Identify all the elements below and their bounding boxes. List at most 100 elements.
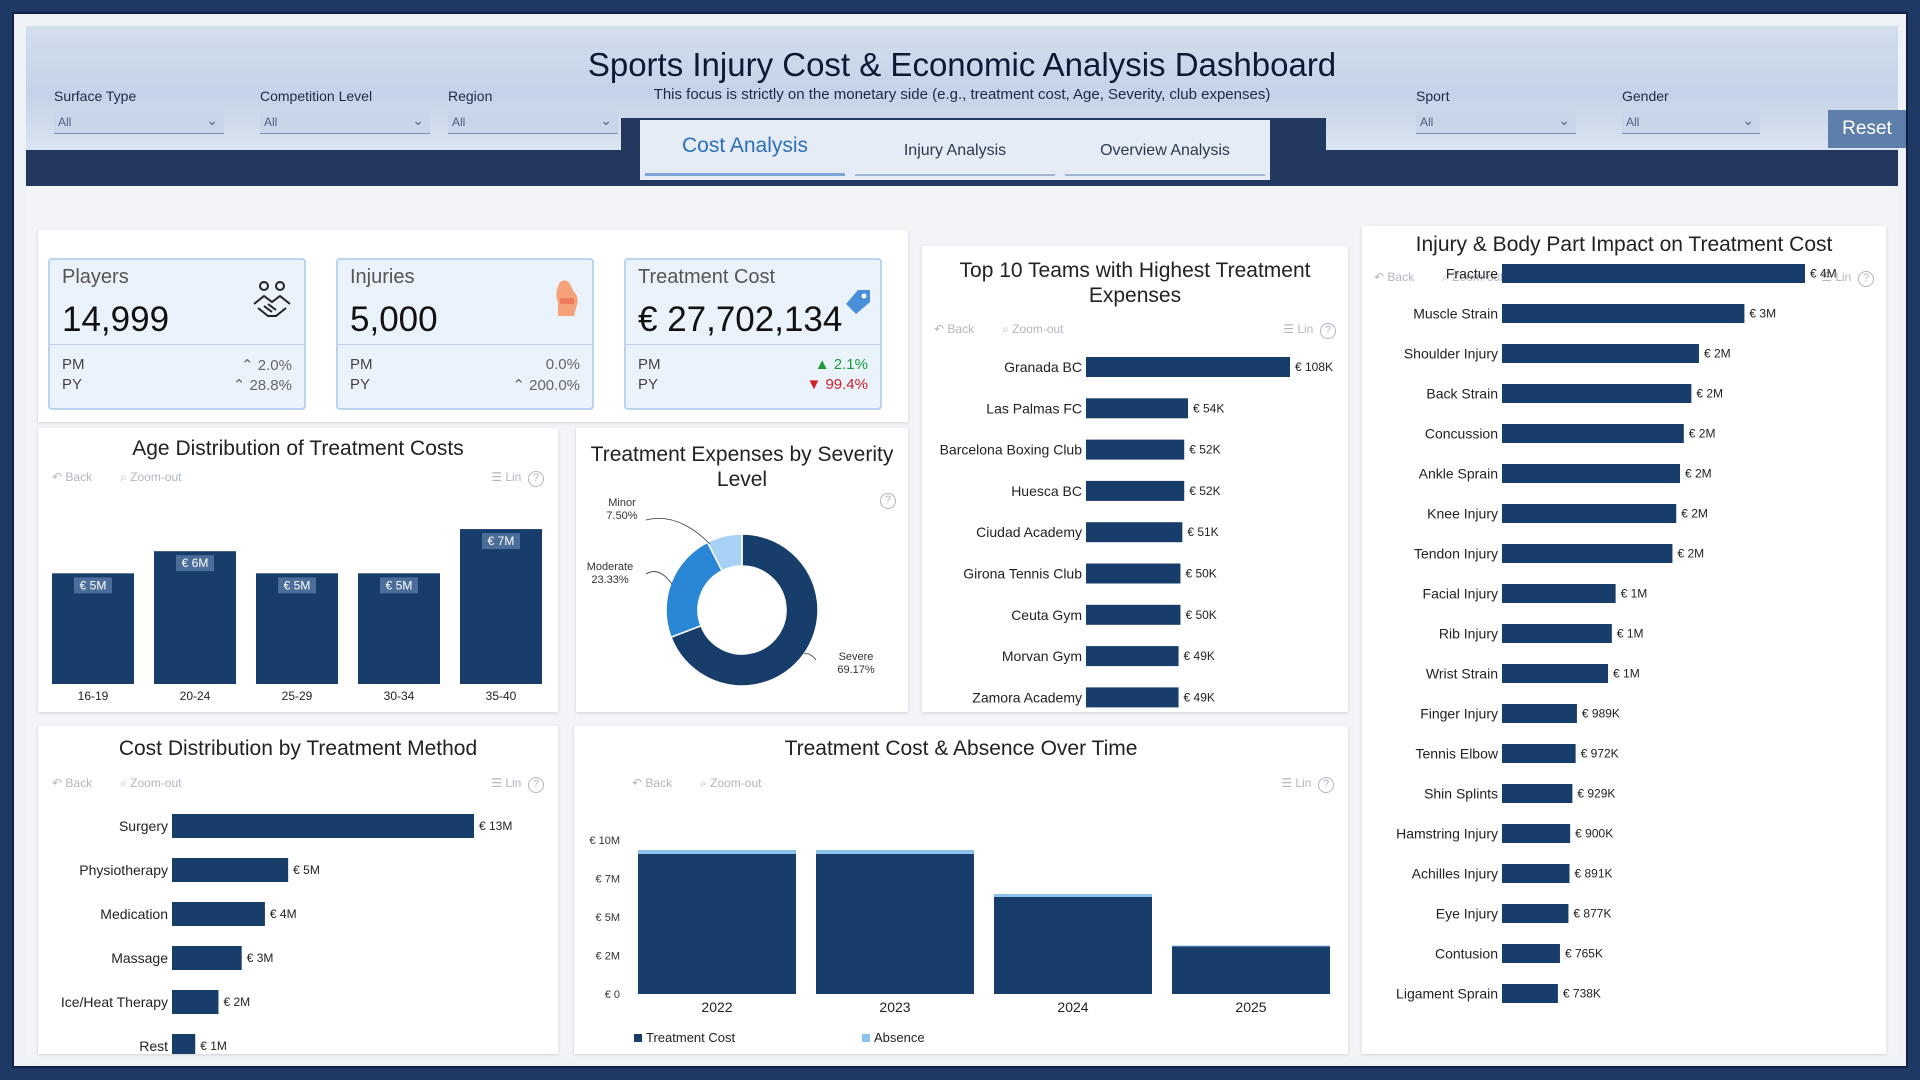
age-bar-label: € 7M bbox=[488, 534, 515, 548]
filter-select-sport[interactable]: All ⌄ bbox=[1416, 110, 1576, 134]
severity-label-category: Severe bbox=[839, 651, 874, 663]
body-part-bar bbox=[1502, 624, 1612, 643]
team-category-label: Ciudad Academy bbox=[976, 524, 1082, 540]
help-icon[interactable]: ? bbox=[1858, 271, 1874, 287]
body-part-value-label: € 2M bbox=[1696, 387, 1723, 401]
over-time-x-tick: 2023 bbox=[879, 999, 910, 1015]
body-part-bar bbox=[1502, 264, 1805, 283]
method-value-label: € 1M bbox=[200, 1039, 227, 1053]
method-bar bbox=[172, 946, 242, 970]
body-part-bar bbox=[1502, 824, 1571, 843]
tab-cost-analysis[interactable]: Cost Analysis bbox=[645, 120, 845, 176]
kpi-pm-row: PM ▲ 2.1% bbox=[638, 356, 868, 373]
severity-leader-line bbox=[803, 653, 817, 661]
team-category-label: Barcelona Boxing Club bbox=[940, 442, 1083, 458]
chevron-down-icon: ⌄ bbox=[412, 112, 424, 128]
team-bar bbox=[1086, 646, 1179, 667]
team-bar bbox=[1086, 357, 1290, 377]
kpi-py-value: ⌃ 28.8% bbox=[233, 376, 292, 394]
age-chart-svg: € 5M 16-19 € 6M 20-24 € 5M 25-29 € 5M 30-34 € 7M… bbox=[52, 529, 542, 703]
body-part-category-label: Wrist Strain bbox=[1426, 666, 1498, 682]
back-button[interactable]: ↶ Back bbox=[934, 322, 975, 336]
back-button[interactable]: ↶ Back bbox=[632, 776, 673, 790]
list-icon[interactable]: ☰ bbox=[1821, 270, 1836, 284]
kpi-pm-text: 2.0% bbox=[257, 357, 292, 374]
team-category-label: Zamora Academy bbox=[972, 689, 1082, 705]
list-icon[interactable]: ☰ bbox=[1281, 776, 1296, 790]
team-bar bbox=[1086, 563, 1181, 584]
kpi-pm-text: 2.1% bbox=[833, 356, 868, 373]
kpi-py-label: PY bbox=[62, 376, 83, 393]
tab-overview-analysis[interactable]: Overview Analysis bbox=[1065, 120, 1265, 176]
method-bar bbox=[172, 1034, 196, 1054]
list-icon[interactable]: ☰ bbox=[491, 776, 506, 790]
chart-toolbar: ↶ Back ⌕ Zoom-out bbox=[52, 776, 210, 791]
team-bar bbox=[1086, 522, 1183, 543]
method-bar bbox=[172, 990, 219, 1014]
kpi-divider bbox=[338, 344, 592, 345]
age-x-tick: 20-24 bbox=[180, 689, 211, 703]
team-category-label: Las Palmas FC bbox=[986, 400, 1082, 416]
zoom-out-button[interactable]: ⌕ Zoom-out bbox=[1442, 270, 1504, 284]
filter-select-surface-type[interactable]: All ⌄ bbox=[54, 110, 224, 134]
dashboard-canvas: Sports Injury Cost & Economic Analysis D… bbox=[26, 26, 1906, 1058]
list-icon[interactable]: ☰ bbox=[491, 470, 506, 484]
method-value-label: € 2M bbox=[223, 995, 250, 1009]
list-icon[interactable]: ☰ bbox=[1283, 322, 1298, 336]
filter-select-region[interactable]: All ⌄ bbox=[448, 110, 618, 134]
filter-sport: Sport All ⌄ bbox=[1416, 88, 1576, 134]
method-bar bbox=[172, 814, 474, 838]
zoom-out-button[interactable]: ⌕ Zoom-out bbox=[120, 776, 182, 790]
caret-up-icon: ⌃ bbox=[512, 377, 530, 394]
card-top-teams: Top 10 Teams with Highest Treatment Expe… bbox=[922, 246, 1348, 712]
filter-label: Surface Type bbox=[54, 88, 137, 104]
kpi-pm-label: PM bbox=[62, 356, 85, 373]
filter-value: All bbox=[1420, 115, 1434, 129]
age-bar bbox=[460, 529, 542, 684]
body-part-category-label: Concussion bbox=[1425, 426, 1498, 442]
severity-label-percent: 7.50% bbox=[606, 510, 637, 522]
legend-label-absence: Absence bbox=[874, 1030, 925, 1045]
absence-bar bbox=[994, 893, 1152, 897]
body-part-bar bbox=[1502, 784, 1573, 803]
team-bar bbox=[1086, 398, 1188, 419]
team-value-label: € 52K bbox=[1189, 443, 1220, 457]
body-part-category-label: Ankle Sprain bbox=[1419, 466, 1498, 482]
team-value-label: € 54K bbox=[1193, 401, 1224, 415]
help-icon[interactable]: ? bbox=[880, 493, 896, 509]
method-bar bbox=[172, 858, 289, 882]
help-icon[interactable]: ? bbox=[528, 471, 544, 487]
over-time-y-tick: € 5M bbox=[596, 912, 620, 924]
back-button[interactable]: ↶ Back bbox=[1374, 270, 1415, 284]
treatment-cost-bar bbox=[816, 853, 974, 994]
help-icon[interactable]: ? bbox=[1320, 323, 1336, 339]
zoom-out-button[interactable]: ⌕ Zoom-out bbox=[1002, 322, 1064, 336]
back-button[interactable]: ↶ Back bbox=[52, 776, 93, 790]
team-value-label: € 108K bbox=[1295, 360, 1333, 374]
kpi-py-label: PY bbox=[350, 376, 371, 393]
back-button[interactable]: ↶ Back bbox=[52, 470, 93, 484]
severity-leader-line bbox=[645, 518, 711, 545]
help-icon[interactable]: ? bbox=[1318, 777, 1334, 793]
help-icon[interactable]: ? bbox=[528, 777, 544, 793]
tab-injury-analysis[interactable]: Injury Analysis bbox=[855, 120, 1055, 176]
age-bar-label: € 5M bbox=[80, 578, 107, 592]
chart-toolbar-right: ☰ Lin ? bbox=[491, 470, 544, 487]
team-bar bbox=[1086, 480, 1185, 501]
filter-select-gender[interactable]: All ⌄ bbox=[1622, 110, 1760, 134]
age-bar-label-bg bbox=[74, 577, 112, 594]
method-value-label: € 4M bbox=[270, 907, 297, 921]
chart-title: Top 10 Teams with Highest Treatment Expe… bbox=[959, 259, 1311, 307]
reset-button[interactable]: Reset bbox=[1828, 110, 1906, 148]
age-bar-label: € 6M bbox=[182, 556, 209, 570]
body-part-value-label: € 900K bbox=[1575, 827, 1613, 841]
zoom-out-button[interactable]: ⌕ Zoom-out bbox=[120, 470, 182, 484]
zoom-out-button[interactable]: ⌕ Zoom-out bbox=[700, 776, 762, 790]
teams-chart-svg: Granada BC € 108K Las Palmas FC € 54K Barcel… bbox=[940, 357, 1333, 708]
body-part-bar bbox=[1502, 464, 1681, 483]
filter-select-competition-level[interactable]: All ⌄ bbox=[260, 110, 430, 134]
body-part-category-label: Fracture bbox=[1446, 266, 1498, 282]
card-body-part: Injury & Body Part Impact on Treatment C… bbox=[1362, 226, 1886, 1054]
kpi-title: Treatment Cost bbox=[638, 266, 776, 288]
